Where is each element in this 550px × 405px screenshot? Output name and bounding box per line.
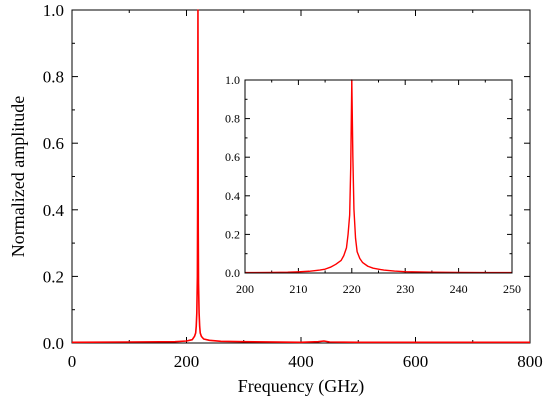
inset-y-tick-label: 0.6 xyxy=(225,150,240,164)
main-x-axis-label: Frequency (GHz) xyxy=(238,376,364,397)
main-x-tick-label: 600 xyxy=(403,352,429,371)
inset-y-tick-label: 0.0 xyxy=(225,266,240,280)
inset-y-tick-label: 1.0 xyxy=(225,73,240,87)
inset-x-tick-label: 200 xyxy=(236,282,254,296)
inset-chart: 200 210 220 230 240 250 0.0 0.2 0.4 0.6 0.8 1.0 xyxy=(225,73,521,296)
main-x-tick-label: 0 xyxy=(68,352,77,371)
inset-y-tick-label: 0.2 xyxy=(225,227,240,241)
main-x-tick-label: 200 xyxy=(174,352,200,371)
main-y-tick-label: 0.2 xyxy=(43,267,64,286)
inset-plot-frame xyxy=(244,79,513,274)
inset-background xyxy=(245,80,512,273)
main-y-tick-label: 0.4 xyxy=(43,201,65,220)
main-y-tick-label: 1.0 xyxy=(43,1,64,20)
inset-x-tick-label: 250 xyxy=(503,282,521,296)
main-chart: 0 200 400 600 800 0.0 0.2 0.4 0.6 0.8 1.0 Frequenc… xyxy=(8,1,543,397)
inset-x-tick-label: 220 xyxy=(343,282,361,296)
inset-x-tick-label: 240 xyxy=(450,282,468,296)
main-y-tick-label: 0.0 xyxy=(43,334,64,353)
main-y-tick-label: 0.6 xyxy=(43,134,64,153)
main-x-tick-label: 400 xyxy=(288,352,314,371)
main-x-tick-label: 800 xyxy=(517,352,543,371)
inset-y-tick-label: 0.4 xyxy=(225,189,240,203)
main-y-tick-label: 0.8 xyxy=(43,68,64,87)
inset-x-tick-label: 230 xyxy=(396,282,414,296)
inset-x-tick-label: 210 xyxy=(289,282,307,296)
main-spectrum-line xyxy=(71,9,530,344)
main-y-axis-label: Normalized amplitude xyxy=(8,96,28,257)
inset-y-tick-label: 0.8 xyxy=(225,112,240,126)
